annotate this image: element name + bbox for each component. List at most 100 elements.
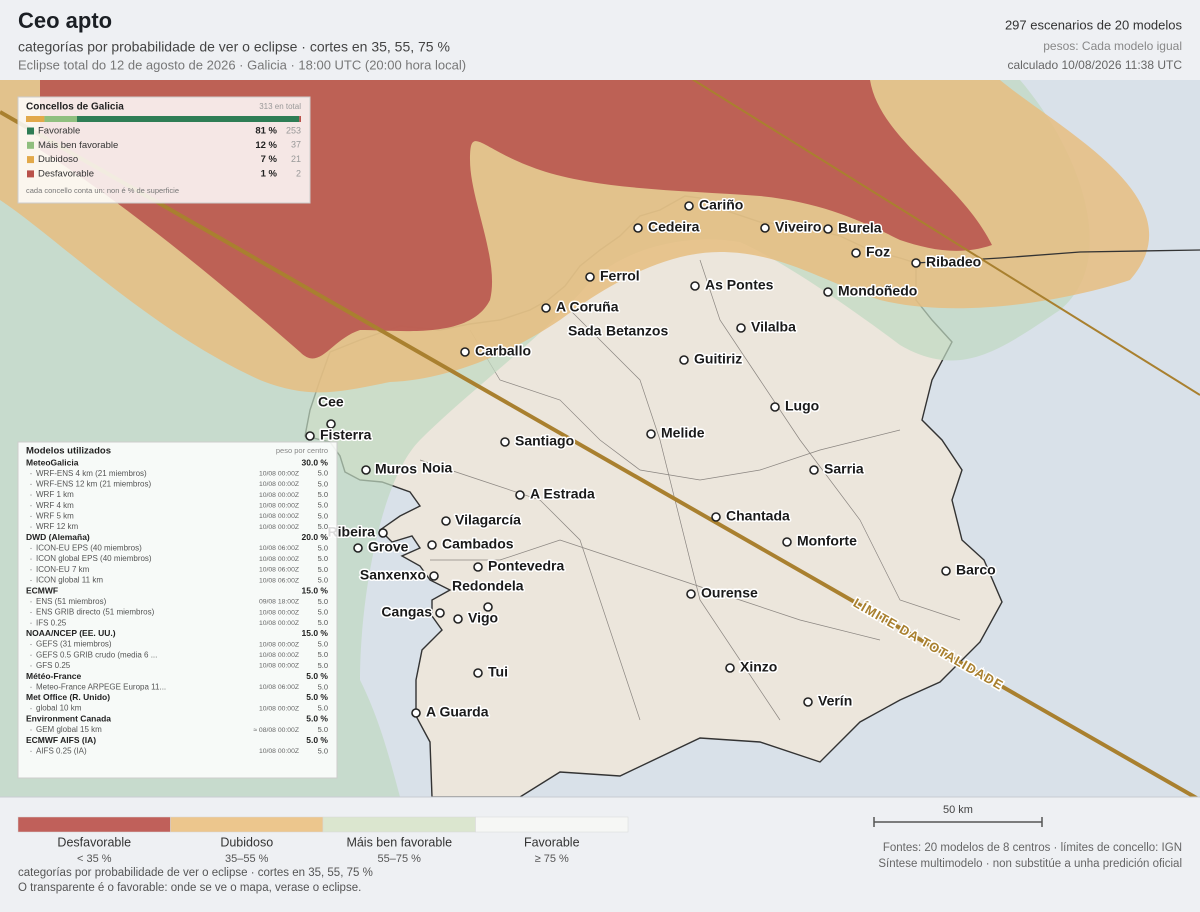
summary-percent: 81 % <box>255 126 277 137</box>
summary-count: 253 <box>286 125 301 135</box>
summary-swatch <box>27 156 34 164</box>
model-weight: 5.0 <box>318 640 328 649</box>
city-label: Monforte <box>797 533 857 549</box>
city-label: Carballo <box>475 343 531 359</box>
subtitle: categorías por probabilidade de ver o ec… <box>18 39 450 55</box>
model-group: Environment Canada <box>26 714 111 724</box>
model-run: 10/08 00:00Z <box>259 705 299 712</box>
city-dot <box>646 429 656 439</box>
model-run: 10/08 06:00Z <box>259 545 299 552</box>
city-label: As Pontes <box>705 277 774 293</box>
city-label: Xinzo <box>740 659 777 675</box>
city-label: Cedeira <box>648 219 700 235</box>
model-run: 10/08 00:00Z <box>259 748 299 755</box>
totality-limit-south <box>0 110 1199 797</box>
model-name: WRF-ENS 12 km (21 miembros) <box>36 479 151 488</box>
city-label: Burela <box>838 220 882 236</box>
model-run: 10/08 06:00Z <box>259 567 299 574</box>
city-label: Sada <box>568 323 602 339</box>
border <box>430 539 881 641</box>
model-group: ECMWF <box>26 585 58 595</box>
model-run: 10/08 00:00Z <box>259 492 299 499</box>
city-label: Ribeira <box>328 524 376 540</box>
weights: pesos: Cada modelo igual <box>1043 39 1182 53</box>
city-dot <box>429 571 439 581</box>
model-name: AIFS 0.25 (IA) <box>36 746 87 755</box>
summary-swatch <box>27 170 34 178</box>
city-dot <box>941 566 951 576</box>
city-label: Vilalba <box>751 319 796 335</box>
city-label: Guitiriz <box>694 351 742 367</box>
city-dot <box>911 258 921 268</box>
model-weight: 5.0 <box>318 565 328 574</box>
model-run: 10/08 00:00Z <box>259 641 299 648</box>
model-name: WRF 1 km <box>36 490 74 499</box>
model-weight: 5.0 <box>318 661 328 670</box>
legend-swatch <box>475 816 629 833</box>
scenarios: 297 escenarios de 20 modelos <box>1005 17 1183 32</box>
summary-percent: 7 % <box>261 154 278 165</box>
city-dot <box>361 465 371 475</box>
cities: Cariño Cedeira Viveiro Burela Foz Ribadeo Ferr… <box>305 195 997 721</box>
city-label: Viveiro <box>775 219 821 235</box>
model-run: 10/08 06:00Z <box>259 684 299 691</box>
city-label: Sanxenxo <box>360 567 426 583</box>
footer-background <box>0 797 1200 912</box>
legend-label: Dubidoso <box>220 835 273 849</box>
model-name: WRF-ENS 4 km (21 miembros) <box>36 469 147 478</box>
model-group-weight: 15.0 % <box>302 628 329 638</box>
city-label: Foz <box>866 244 890 260</box>
model-weight: 5.0 <box>318 469 328 478</box>
model-name: GFS 0.25 <box>36 661 71 670</box>
panel-title: Concellos de Galicia <box>26 102 124 113</box>
model-weight: 5.0 <box>318 608 328 617</box>
legend-range: 55–75 % <box>378 853 422 865</box>
computed: calculado 10/08/2026 11:38 UTC <box>1007 58 1182 72</box>
city-label: Sarria <box>824 461 864 477</box>
model-name: global 10 km <box>36 704 82 713</box>
summary-label: Máis ben favorable <box>38 140 118 151</box>
border <box>559 299 781 721</box>
city-dot <box>711 512 721 522</box>
city-label: Cambados <box>442 536 514 552</box>
summary-percent: 1 % <box>261 168 278 179</box>
model-weight: 5.0 <box>318 682 328 691</box>
city-label: Tui <box>488 664 508 680</box>
model-run: 10/08 00:00Z <box>259 513 299 520</box>
model-weight: 5.0 <box>318 522 328 531</box>
totality-limit-north <box>691 80 1200 396</box>
model-run: 10/08 00:00Z <box>259 609 299 616</box>
summary-label: Favorable <box>38 126 80 137</box>
summary-bar-segment <box>299 116 301 122</box>
model-name: ICON-EU 7 km <box>36 565 90 574</box>
model-group-weight: 15.0 % <box>302 585 329 595</box>
model-group: MeteoGalicia <box>26 457 79 467</box>
model-weight: 5.0 <box>318 543 328 552</box>
model-group: Met Office (R. Unido) <box>26 692 110 702</box>
summary-count: 21 <box>291 154 301 164</box>
model-weight: 5.0 <box>318 618 328 627</box>
city-label: Chantada <box>726 508 790 524</box>
model-group-weight: 5.0 % <box>306 735 328 745</box>
summary-count: 37 <box>291 140 301 150</box>
legend-swatch <box>170 816 324 833</box>
details: Eclipse total do 12 de agosto de 2026 · … <box>18 57 466 72</box>
model-group: Météo-France <box>26 671 82 681</box>
city-dot <box>435 608 445 618</box>
city-label: A Guarda <box>426 704 489 720</box>
city-dot <box>500 437 510 447</box>
city-dot <box>515 490 525 500</box>
city-dot <box>541 303 551 313</box>
panel-column: peso por centro <box>276 446 328 455</box>
panel <box>17 441 338 779</box>
model-name: IFS 0.25 <box>36 618 67 627</box>
city-label: Cangas <box>381 604 432 620</box>
model-weight: 5.0 <box>318 501 328 510</box>
model-weight: 5.0 <box>318 704 328 713</box>
model-weight: 5.0 <box>318 511 328 520</box>
city-label: Noia <box>422 460 453 476</box>
panel-title: Modelos utilizados <box>26 446 111 457</box>
legend-label: Máis ben favorable <box>346 835 452 849</box>
model-name: WRF 5 km <box>36 512 74 521</box>
